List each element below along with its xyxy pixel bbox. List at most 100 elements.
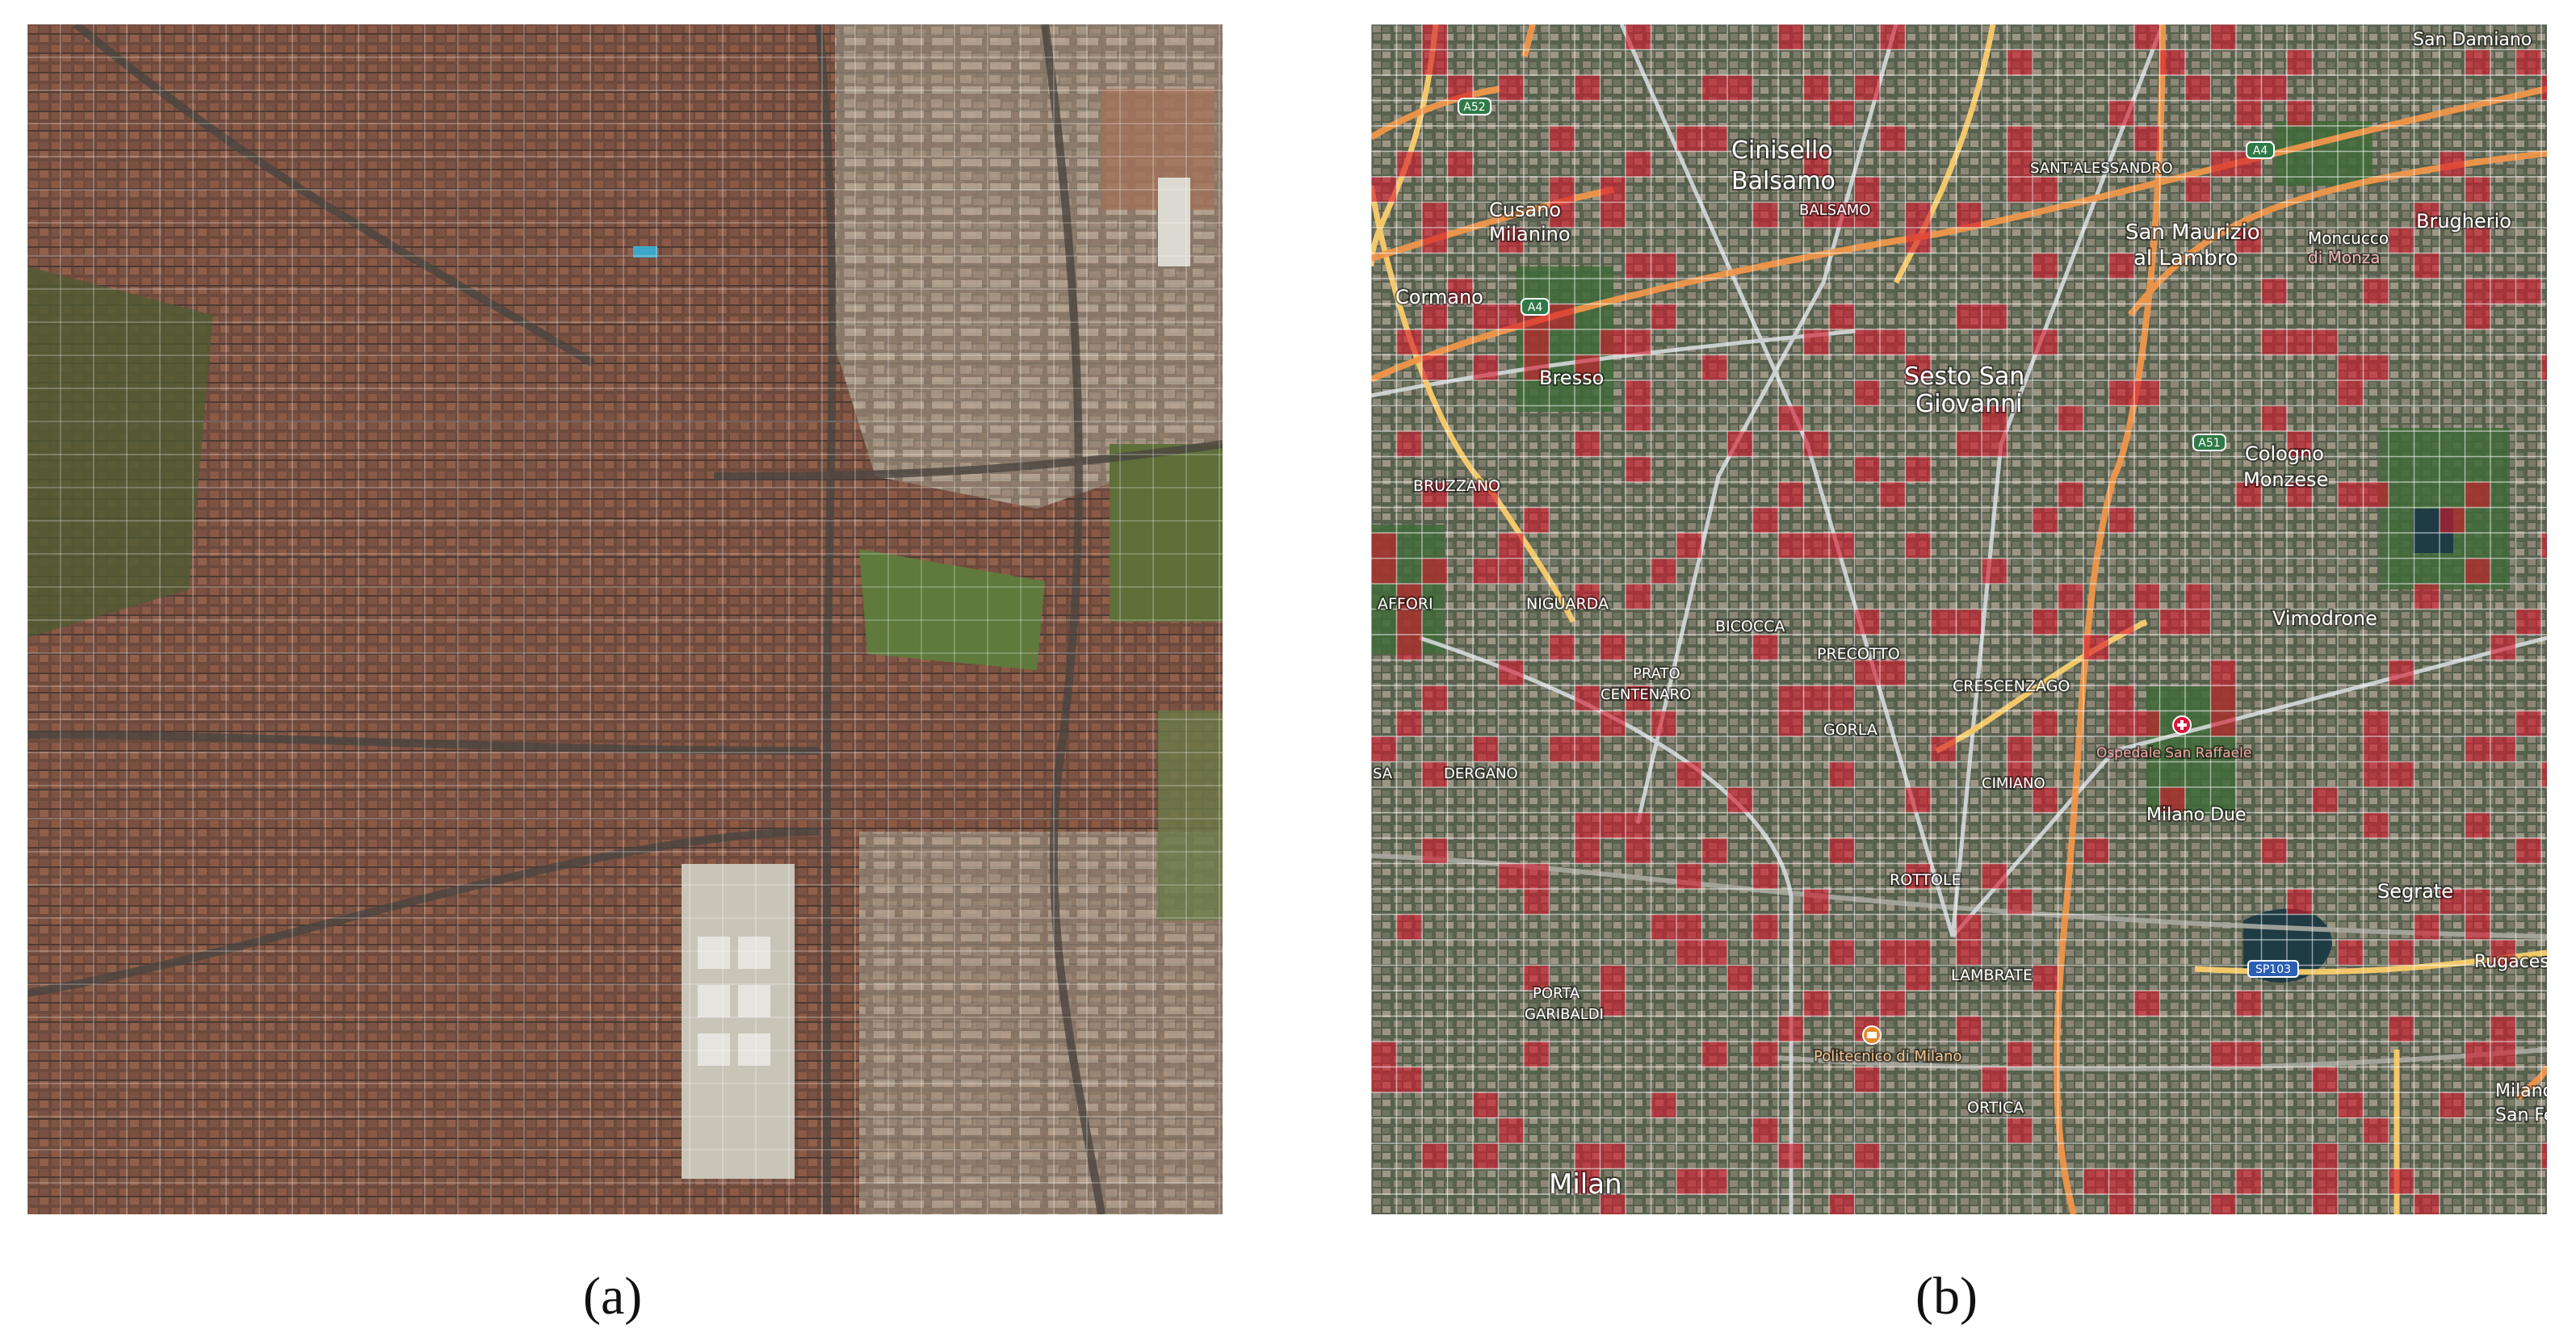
highlighted-cell <box>2134 24 2160 50</box>
highlighted-cell <box>1498 558 1524 584</box>
highlighted-cell <box>2108 100 2134 126</box>
label-vimodrone: Vimodrone <box>2272 607 2377 630</box>
highlighted-cell <box>1905 456 1931 482</box>
highlighted-cell <box>2134 584 2160 610</box>
highlighted-cell <box>2185 75 2211 101</box>
label-san-damiano: San Damiano <box>2413 30 2532 50</box>
label-san-felice: San Felic <box>2495 1105 2547 1126</box>
highlighted-cell <box>2490 940 2516 966</box>
highlighted-cell <box>1575 812 1601 838</box>
label-porta: PORTA <box>1533 985 1580 1002</box>
highlighted-cell <box>2465 812 2490 838</box>
highlighted-cell <box>2389 1016 2414 1042</box>
highlighted-cell <box>2007 1117 2033 1143</box>
svg-text:A4: A4 <box>2253 145 2268 157</box>
highlighted-cell <box>1473 1143 1499 1169</box>
highlighted-cell <box>1778 1016 1804 1042</box>
highlighted-cell <box>1575 685 1601 711</box>
highlighted-cell <box>2515 609 2541 635</box>
highlighted-cell <box>2185 177 2211 203</box>
highlighted-cell <box>1473 482 1499 508</box>
label-sesto-san: Sesto San <box>1904 363 2024 391</box>
label-gorla: GORLA <box>1823 721 1877 739</box>
highlighted-cell <box>1752 1117 1778 1143</box>
highlighted-cell <box>2338 1092 2364 1118</box>
label-balsamo: Balsamo <box>1731 167 1836 195</box>
highlighted-cell <box>1600 1194 1626 1214</box>
highlighted-cell <box>2515 711 2541 736</box>
highlighted-cell <box>1905 228 1931 254</box>
highlighted-cell <box>1982 863 2008 889</box>
highlighted-cell <box>1371 1067 1397 1092</box>
road-shield-a52: A52 <box>1458 98 1491 115</box>
highlighted-cell <box>1447 151 1473 177</box>
highlighted-cell <box>2465 177 2490 203</box>
highlighted-cell <box>1524 1042 1550 1067</box>
highlighted-cell <box>2414 584 2440 610</box>
highlighted-cell <box>2236 482 2262 508</box>
highlighted-cell <box>2414 1194 2440 1214</box>
highlighted-cell <box>2261 279 2287 304</box>
highlighted-cell <box>2033 329 2058 355</box>
highlighted-cell <box>1524 889 1550 915</box>
highlighted-cell <box>2465 914 2490 940</box>
highlighted-cell <box>1473 1092 1499 1118</box>
highlighted-cell <box>2541 75 2547 101</box>
highlighted-cell <box>1371 558 1397 584</box>
label-centenaro: CENTENARO <box>1601 686 1691 703</box>
highlighted-cell <box>1982 304 2008 329</box>
highlighted-cell <box>2236 228 2262 254</box>
highlighted-cell <box>1447 279 1473 304</box>
satellite-image-a <box>27 24 1223 1214</box>
highlighted-cell <box>2389 228 2414 254</box>
highlighted-cell <box>1752 1042 1778 1067</box>
label-dergano: DERGANO <box>1444 765 1518 782</box>
highlighted-cell <box>1829 685 1855 711</box>
highlighted-cell <box>2389 660 2414 685</box>
highlighted-cell <box>1676 761 1702 787</box>
label-cusano: Cusano <box>1489 199 1561 221</box>
highlighted-cell <box>1371 177 1397 203</box>
highlighted-cell <box>1854 456 1880 482</box>
highlighted-cell <box>1371 1042 1397 1067</box>
highlighted-cell <box>2312 1194 2338 1214</box>
highlighted-cell <box>2033 609 2058 635</box>
highlighted-cell <box>2261 838 2287 864</box>
highlighted-cell <box>2108 1168 2134 1194</box>
highlighted-cell <box>1931 736 1957 762</box>
highlighted-cell <box>1422 24 1448 50</box>
label-lambrate: LAMBRATE <box>1951 966 2033 984</box>
highlighted-cell <box>1651 711 1676 736</box>
highlighted-cell <box>1524 329 1550 355</box>
label-cologno: Cologno <box>2245 442 2324 465</box>
highlighted-cell <box>2312 329 2338 355</box>
highlighted-cell <box>1829 838 1855 864</box>
highlighted-cell <box>1854 1143 1880 1169</box>
highlighted-cell <box>2490 1042 2516 1067</box>
label-affori: AFFORI <box>1378 595 1433 613</box>
label-milanino: Milanino <box>1489 223 1571 245</box>
highlighted-cell <box>2312 1067 2338 1092</box>
highlighted-cell <box>2338 380 2364 406</box>
highlighted-cell <box>1575 736 1601 762</box>
highlighted-cell <box>1956 1016 1982 1042</box>
highlighted-cell <box>2338 354 2364 380</box>
highlighted-cell <box>1498 1117 1524 1143</box>
label-precotto: PRECOTTO <box>1817 645 1900 663</box>
highlighted-cell <box>2134 126 2160 152</box>
highlighted-cell <box>2007 1042 2033 1067</box>
highlighted-cell <box>2363 1117 2389 1143</box>
highlighted-cell <box>1905 940 1931 966</box>
highlighted-cell <box>1829 100 1855 126</box>
highlighted-cell <box>2033 965 2058 991</box>
label-moncucco: Moncucco <box>2308 228 2389 248</box>
highlighted-cell <box>2287 889 2313 915</box>
highlighted-cell <box>1626 838 1651 864</box>
highlighted-cell <box>1396 609 1422 635</box>
highlighted-cell <box>2465 304 2490 329</box>
highlighted-cell <box>2134 991 2160 1017</box>
highlighted-cell <box>1982 431 2008 457</box>
highlighted-cell <box>1778 24 1804 50</box>
highlighted-cell <box>2236 991 2262 1017</box>
highlighted-cell <box>1701 1042 1727 1067</box>
